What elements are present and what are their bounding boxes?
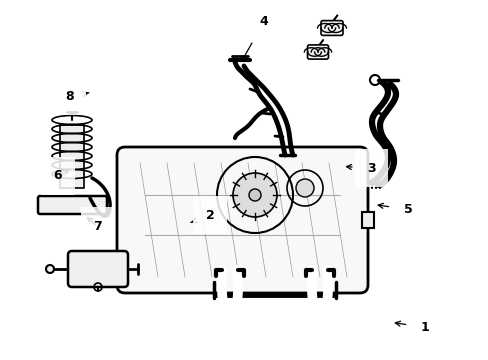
Text: 6: 6 bbox=[53, 169, 68, 182]
Text: 2: 2 bbox=[190, 209, 214, 222]
FancyBboxPatch shape bbox=[38, 196, 107, 214]
FancyBboxPatch shape bbox=[117, 147, 367, 293]
Text: 7: 7 bbox=[87, 218, 102, 233]
FancyBboxPatch shape bbox=[68, 251, 128, 287]
FancyBboxPatch shape bbox=[320, 21, 342, 35]
Text: 3: 3 bbox=[346, 162, 375, 175]
FancyBboxPatch shape bbox=[307, 45, 328, 59]
Circle shape bbox=[248, 189, 261, 201]
Circle shape bbox=[46, 265, 54, 273]
Bar bbox=[361, 212, 373, 228]
Bar bbox=[60, 125, 84, 188]
Circle shape bbox=[232, 173, 276, 217]
Text: 1: 1 bbox=[394, 321, 429, 334]
Text: 8: 8 bbox=[65, 90, 89, 103]
Text: 5: 5 bbox=[377, 203, 412, 216]
Circle shape bbox=[295, 179, 313, 197]
Text: 4: 4 bbox=[241, 15, 268, 61]
